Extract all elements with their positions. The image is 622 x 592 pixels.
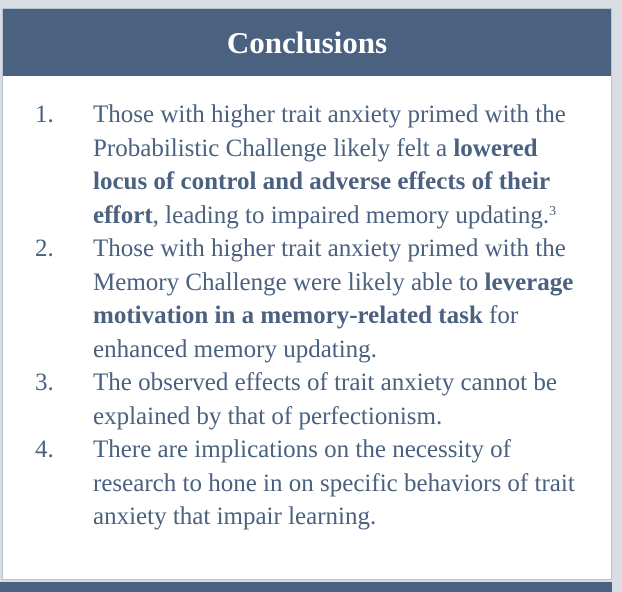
item-text: The observed effects of trait anxiety ca…	[93, 369, 557, 430]
item-number: 1.	[35, 101, 54, 128]
item-number: 2.	[35, 235, 54, 262]
section-header: Conclusions	[3, 9, 611, 76]
bottom-accent-bar	[0, 582, 612, 592]
item-text: Those with higher trait anxiety primed w…	[93, 101, 566, 229]
section-title: Conclusions	[226, 24, 388, 60]
list-item: 4. There are implications on the necessi…	[3, 433, 591, 534]
list-item: 3. The observed effects of trait anxiety…	[3, 366, 591, 433]
citation-marker: 3	[549, 203, 557, 219]
item-number: 3.	[35, 369, 54, 396]
item-emphasis: leverage motivation in a memory-related …	[93, 268, 574, 330]
item-emphasis: lowered locus of control and adverse eff…	[93, 134, 550, 229]
list-item: 1. Those with higher trait anxiety prime…	[3, 98, 591, 232]
conclusions-panel: Conclusions 1. Those with higher trait a…	[2, 8, 612, 580]
conclusions-list: 1. Those with higher trait anxiety prime…	[3, 76, 611, 534]
list-item: 2. Those with higher trait anxiety prime…	[3, 232, 591, 366]
item-text: There are implications on the necessity …	[93, 436, 575, 530]
item-text: Those with higher trait anxiety primed w…	[93, 235, 574, 363]
item-number: 4.	[35, 436, 54, 463]
